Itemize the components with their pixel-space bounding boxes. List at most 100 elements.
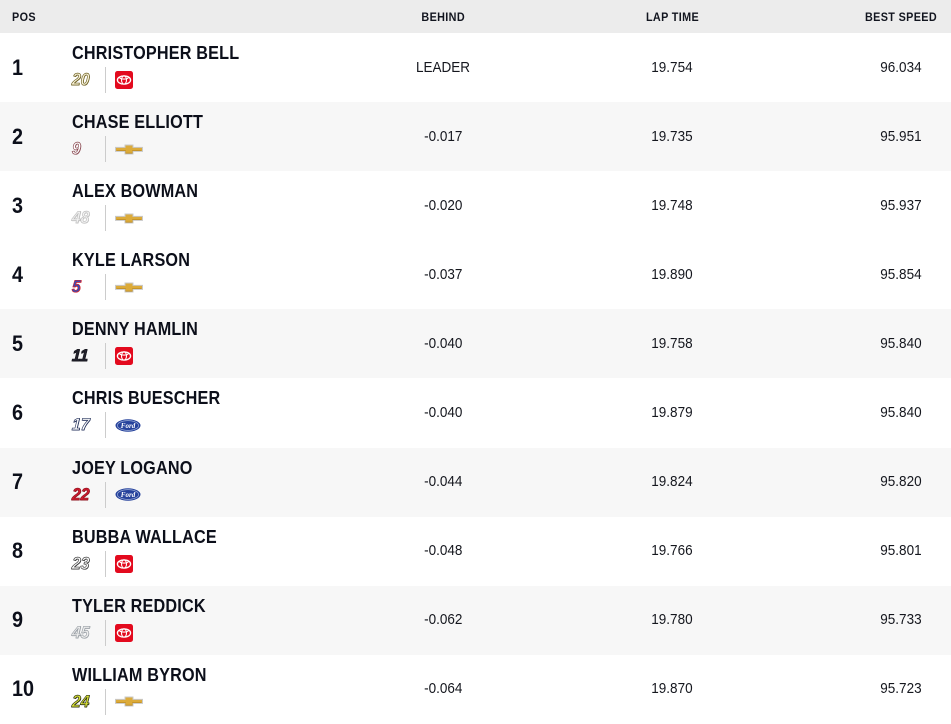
lap-time-cell: 19.754 [612,59,732,77]
chevrolet-logo-icon [115,213,143,224]
position-cell: 6 [0,400,60,426]
lap-time-value: 19.735 [651,127,693,145]
lap-time-cell: 19.766 [612,542,732,560]
chevrolet-logo-icon [115,144,143,155]
toyota-logo-icon [115,554,133,573]
car-info: 23 [71,550,383,577]
col-header-best-speed: BEST SPEED [864,9,938,24]
best-speed-value: 95.937 [880,196,922,214]
car-number: 20 [71,70,91,90]
best-speed-value: 96.034 [880,58,922,76]
lap-time-value: 19.780 [651,611,693,629]
chevrolet-logo-icon [115,282,143,293]
leaderboard-row[interactable]: 5 DENNY HAMLIN 11 -0.040 19.758 95.840 [0,309,951,379]
driver-name: JOEY LOGANO [72,457,193,478]
col-header-behind-cell: BEHIND [383,8,503,26]
lap-time-value: 19.879 [651,404,693,422]
driver-cell: JOEY LOGANO 22 Ford [60,448,383,508]
best-speed-value: 95.723 [880,680,922,698]
behind-cell: -0.062 [383,611,503,629]
behind-value: -0.020 [423,196,463,214]
behind-value: -0.017 [423,127,463,145]
best-speed-cell: 95.801 [851,542,951,560]
lap-time-value: 19.890 [651,265,693,283]
number-divider [105,481,106,508]
behind-value: -0.040 [423,334,463,352]
best-speed-cell: 96.034 [851,59,951,77]
svg-text:Ford: Ford [121,491,136,499]
col-header-pos: POS [12,9,36,24]
car-info: 22 Ford [71,481,383,508]
car-info: 9 [71,136,383,163]
lap-time-cell: 19.758 [612,335,732,353]
behind-cell: -0.037 [383,266,503,284]
car-number: 17 [71,415,91,435]
leaderboard-row[interactable]: 6 CHRIS BUESCHER 17 Ford -0.040 19.879 95.840 [0,378,951,448]
lap-time-cell: 19.748 [612,197,732,215]
lap-time-cell: 19.735 [612,128,732,146]
position-cell: 3 [0,193,60,219]
best-speed-value: 95.820 [880,473,922,491]
behind-value: -0.048 [423,542,463,560]
position-cell: 5 [0,331,60,357]
best-speed-cell: 95.840 [851,404,951,422]
lap-time-cell: 19.879 [612,404,732,422]
behind-value: LEADER [415,58,471,76]
car-number: 45 [71,622,91,642]
position-number: 6 [12,400,24,426]
col-header-best-speed-cell: BEST SPEED [851,8,951,26]
behind-value: -0.062 [423,611,463,629]
position-cell: 1 [0,55,60,81]
driver-name: TYLER REDDICK [72,595,206,616]
leaderboard-row[interactable]: 2 CHASE ELLIOTT 9 -0.017 19.735 95.951 [0,102,951,172]
number-divider [105,274,106,301]
leaderboard-row[interactable]: 10 WILLIAM BYRON 24 -0.064 19.870 95.723 [0,654,951,724]
col-header-lap-time: LAP TIME [645,9,699,24]
driver-name: CHRISTOPHER BELL [72,43,240,63]
leaderboard-row[interactable]: 7 JOEY LOGANO 22 Ford -0.044 19.824 95.820 [0,447,951,517]
number-divider [105,550,106,577]
leaderboard-row[interactable]: 8 BUBBA WALLACE 23 -0.048 19.766 95.801 [0,516,951,586]
driver-name: KYLE LARSON [72,250,191,271]
best-speed-cell: 95.951 [851,128,951,146]
rows-container: 1 CHRISTOPHER BELL 20 LEADER 19.754 96.034 2 CH… [0,33,951,724]
best-speed-cell: 95.733 [851,611,951,629]
lap-time-value: 19.870 [651,680,693,698]
ford-logo-icon: Ford [115,488,141,501]
position-number: 10 [12,676,35,702]
lap-time-cell: 19.780 [612,611,732,629]
car-info: 11 [71,343,383,370]
best-speed-cell: 95.840 [851,335,951,353]
position-number: 9 [12,607,24,633]
car-number: 5 [71,277,82,297]
driver-cell: CHRISTOPHER BELL 20 [60,33,383,93]
car-info: 45 [71,619,383,646]
lap-time-cell: 19.890 [612,266,732,284]
behind-cell: -0.040 [383,335,503,353]
best-speed-value: 95.801 [880,542,922,560]
position-number: 5 [12,330,24,356]
best-speed-cell: 95.820 [851,473,951,491]
table-header: POS BEHIND LAP TIME BEST SPEED [0,0,951,33]
position-cell: 9 [0,607,60,633]
position-cell: 2 [0,124,60,150]
svg-text:Ford: Ford [121,422,136,430]
leaderboard-row[interactable]: 3 ALEX BOWMAN 48 -0.020 19.748 95.937 [0,171,951,241]
behind-cell: -0.017 [383,128,503,146]
position-number: 7 [12,469,24,495]
driver-name: CHASE ELLIOTT [72,112,204,133]
best-speed-cell: 95.854 [851,266,951,284]
behind-cell: -0.048 [383,542,503,560]
position-number: 3 [12,192,24,218]
leaderboard-row[interactable]: 9 TYLER REDDICK 45 -0.062 19.780 95.733 [0,585,951,655]
driver-cell: BUBBA WALLACE 23 [60,517,383,577]
position-number: 4 [12,261,24,287]
behind-cell: -0.020 [383,197,503,215]
leaderboard-row[interactable]: 1 CHRISTOPHER BELL 20 LEADER 19.754 96.034 [0,33,951,103]
col-header-pos-cell: POS [0,8,60,26]
lap-time-value: 19.748 [651,196,693,214]
leaderboard-row[interactable]: 4 KYLE LARSON 5 -0.037 19.890 95.854 [0,240,951,310]
driver-name: WILLIAM BYRON [72,664,207,685]
position-cell: 10 [0,676,60,702]
driver-cell: DENNY HAMLIN 11 [60,309,383,370]
